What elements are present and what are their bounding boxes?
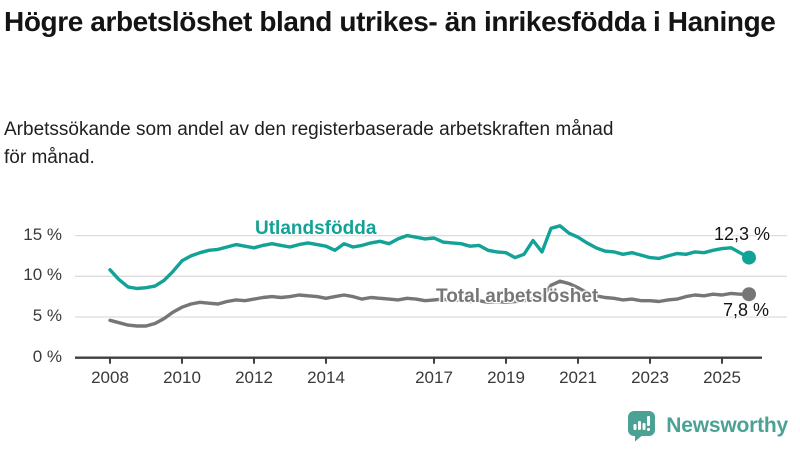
series-end-dot-0 (742, 250, 756, 265)
chart-subtitle: Arbetssökande som andel av den registerb… (4, 116, 784, 172)
chart-subtitle-line1: Arbetssökande som andel av den registerb… (4, 119, 614, 140)
series-end-dot-1 (742, 287, 756, 302)
series-line-0 (108, 224, 751, 291)
bar-chart-speech-bubble-icon (628, 411, 656, 442)
page-title: Högre arbetslöshet bland utrikes- än inr… (4, 6, 776, 37)
chart-subtitle-line2: för månad. (4, 147, 95, 168)
newsworthy-logo: Newsworthy (626, 409, 788, 442)
logo-text: Newsworthy (666, 413, 788, 437)
series-line-1 (108, 279, 751, 328)
